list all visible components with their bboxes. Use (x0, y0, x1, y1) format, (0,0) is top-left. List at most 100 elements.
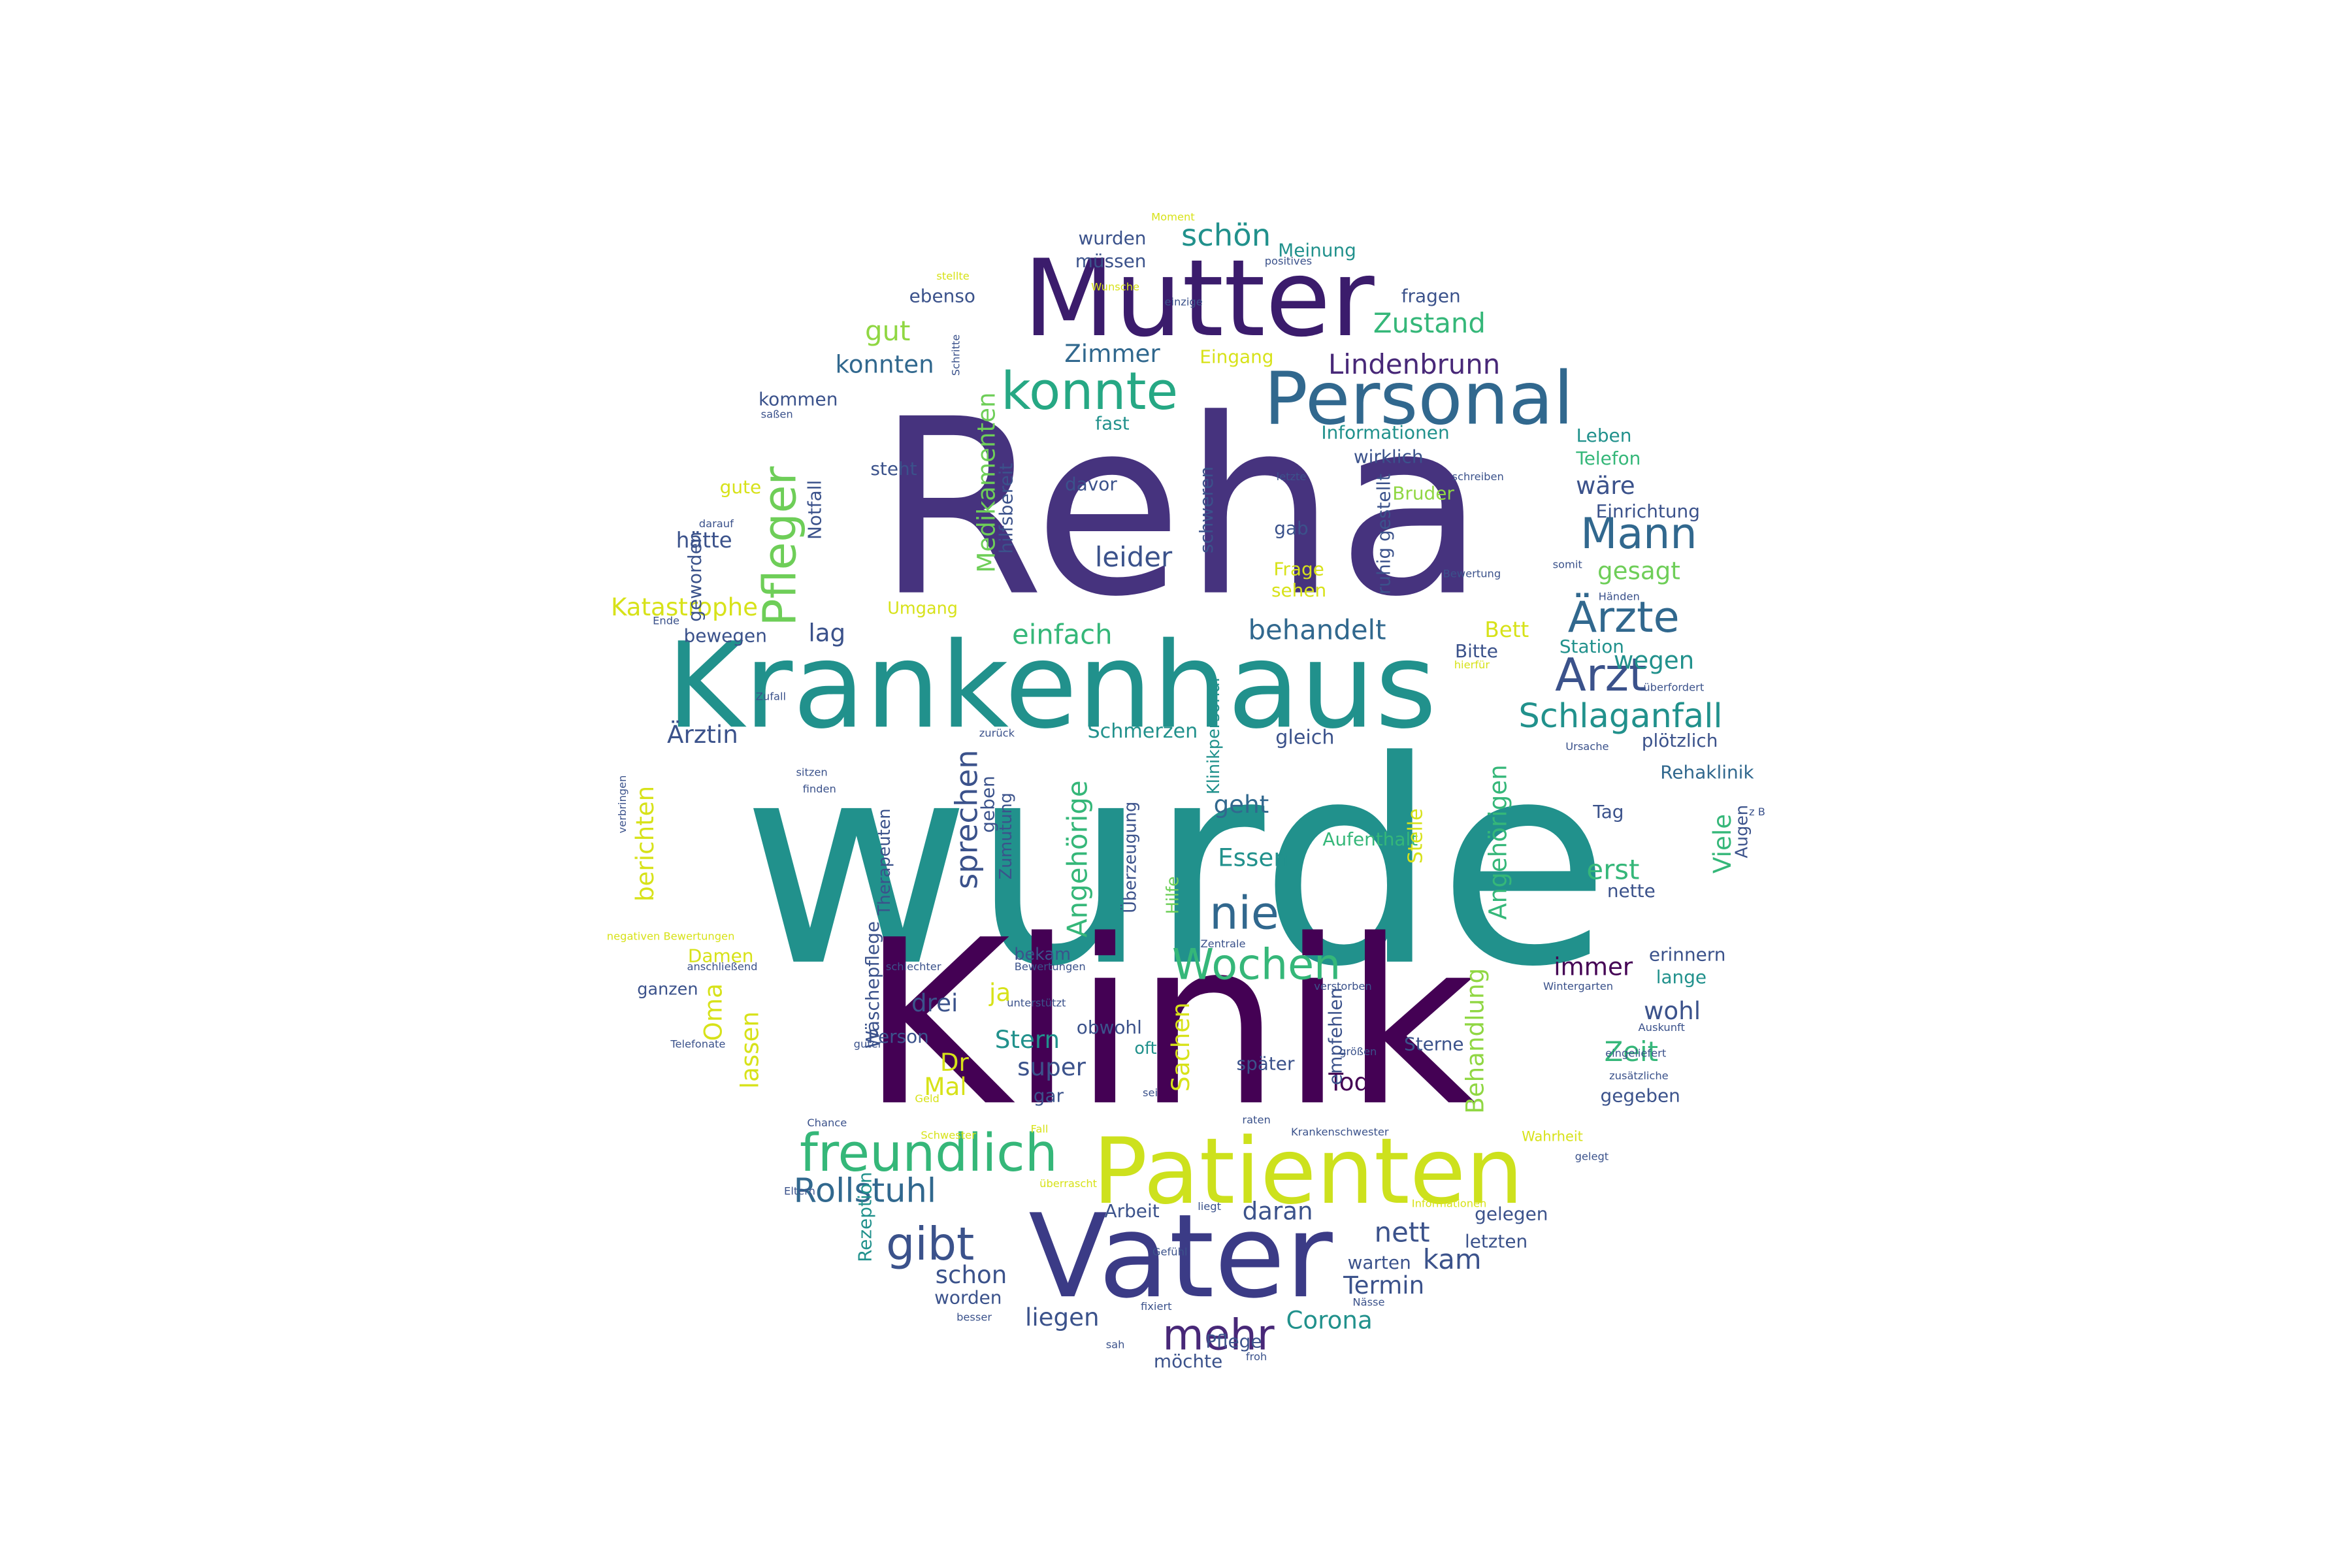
cloud-word-wegen: wegen (1614, 645, 1694, 674)
cloud-word-auskunft: Auskunft (1639, 1021, 1685, 1034)
cloud-word-reha: Reha (875, 367, 1485, 650)
cloud-word-moment: Moment (1151, 211, 1195, 223)
cloud-word-uberrascht: überrascht (1039, 1177, 1097, 1190)
cloud-word-schlaganfall: Schlaganfall (1518, 697, 1722, 736)
cloud-word-besser: besser (956, 1311, 992, 1324)
cloud-word-gab: gab (1274, 517, 1309, 539)
cloud-word-leben: Leben (1576, 425, 1632, 446)
cloud-word-sitzen: sitzen (796, 766, 827, 779)
cloud-word-gute: gute (720, 476, 761, 498)
cloud-word-handen: Händen (1599, 590, 1640, 602)
cloud-word-wurden: wurden (1078, 227, 1146, 249)
cloud-word-nette: nette (1607, 880, 1656, 902)
cloud-word-letzte: letzte (1277, 470, 1307, 483)
cloud-word-erst: erst (1586, 853, 1639, 885)
cloud-word-schreiben: schreiben (1452, 470, 1504, 483)
cloud-word-zentrale: Zentrale (1200, 938, 1245, 950)
cloud-word-raten: raten (1242, 1114, 1270, 1126)
cloud-word-nie: nie (1209, 887, 1279, 940)
cloud-word-gut: gut (865, 315, 910, 347)
cloud-word-bewegen: bewegen (684, 625, 767, 647)
cloud-word-oma: Oma (699, 983, 728, 1041)
cloud-word-negativen-bewertungen: negativen Bewertungen (607, 930, 735, 943)
cloud-word-geworden: geworden (684, 531, 706, 621)
cloud-word-behandelt: behandelt (1248, 613, 1386, 645)
cloud-word-tag: Tag (1592, 801, 1624, 823)
cloud-word-mehr: mehr (1162, 1311, 1275, 1360)
cloud-word-ruhig-gestellt: ruhig gestellt (1373, 474, 1395, 595)
cloud-word-meinung: Meinung (1278, 240, 1356, 261)
cloud-word-arbeit: Arbeit (1105, 1200, 1160, 1222)
cloud-word-uberzeugung: Überzeugung (1120, 802, 1140, 913)
cloud-word-obwohl: obwohl (1077, 1017, 1142, 1038)
cloud-word-z-b: z B (1749, 806, 1765, 818)
cloud-word-konnte: konnte (1001, 361, 1178, 421)
cloud-word-krankenhaus: Krankenhaus (666, 617, 1437, 755)
cloud-word-spater: später (1237, 1053, 1295, 1075)
cloud-word-damen: Damen (688, 945, 754, 967)
cloud-word-gar: gar (1034, 1085, 1064, 1106)
cloud-word-somit: somit (1553, 559, 1582, 571)
cloud-word-sei: sei (1143, 1086, 1158, 1099)
cloud-word-freundlich: freundlich (800, 1123, 1058, 1183)
cloud-word-sprechen: sprechen (949, 749, 985, 889)
cloud-word-zustand: Zustand (1373, 307, 1486, 339)
cloud-word-gleich: gleich (1275, 726, 1334, 749)
cloud-word-bewertungen: Bewertungen (1015, 960, 1086, 973)
cloud-word-zumutung: Zumutung (996, 792, 1016, 879)
cloud-word-wunsche: Wunsche (1091, 281, 1139, 293)
cloud-word-einfach: einfach (1012, 618, 1113, 650)
cloud-word-einzige: einzige (1164, 296, 1202, 308)
cloud-word-wintergarten: Wintergarten (1543, 980, 1613, 992)
cloud-word-verstorben: verstorben (1314, 980, 1372, 992)
cloud-word-viele: Viele (1708, 814, 1737, 874)
cloud-word-immer: immer (1554, 953, 1633, 981)
cloud-word-rollstuhl: Rollstuhl (794, 1172, 936, 1211)
cloud-word-schweren: schweren (1196, 466, 1217, 553)
cloud-word-hierfur: hierfür (1454, 659, 1490, 671)
cloud-word-fragen: fragen (1401, 285, 1461, 306)
cloud-word-termin: Termin (1343, 1271, 1424, 1299)
cloud-word-vater: Vater (1028, 1189, 1333, 1324)
cloud-word-gro-en: größen (1339, 1045, 1377, 1058)
cloud-word-ursache: Ursache (1565, 740, 1609, 753)
cloud-word-mann: Mann (1580, 510, 1697, 559)
cloud-word-klinik: Klinik (861, 892, 1476, 1156)
cloud-word-empfehlen: empfehlen (1324, 988, 1346, 1085)
cloud-word-drei: drei (911, 988, 958, 1017)
cloud-word-umgang: Umgang (887, 598, 958, 618)
cloud-word-chance: Chance (807, 1117, 847, 1129)
cloud-word-geld: Geld (915, 1092, 939, 1105)
cloud-word-tod: Tod (1328, 1068, 1369, 1096)
cloud-word-erinnern: erinnern (1649, 943, 1726, 965)
cloud-word-kam: kam (1423, 1243, 1482, 1275)
cloud-word-frage: Frage (1273, 559, 1324, 580)
cloud-word-pflege: Pflege (1205, 1331, 1262, 1352)
cloud-word-schon: schon (936, 1260, 1007, 1289)
cloud-word-pfleger: Pfleger (753, 466, 806, 626)
cloud-word-gelegen: gelegen (1475, 1203, 1548, 1225)
cloud-word-eingeliefert: eingeliefert (1605, 1047, 1666, 1059)
cloud-word-zimmer: Zimmer (1064, 339, 1160, 368)
cloud-word-positives: positives (1265, 255, 1312, 267)
cloud-word-berichten: berichten (630, 786, 659, 902)
cloud-word-geben: geben (977, 776, 999, 832)
cloud-word-aufenthalt: Aufenthalt (1322, 828, 1418, 850)
cloud-word-liegen: liegen (1025, 1303, 1100, 1331)
cloud-word-davor: davor (1065, 473, 1117, 495)
cloud-word-bitte: Bitte (1455, 640, 1498, 662)
cloud-word-fall: Fall (1031, 1123, 1049, 1135)
cloud-word-telefon: Telefon (1575, 448, 1641, 469)
cloud-word-personal: Personal (1264, 357, 1574, 441)
cloud-word-therapeuten: Therapeuten (875, 808, 894, 915)
cloud-word-geht: geht (1214, 790, 1269, 819)
cloud-word-bewertung: Bewertung (1443, 567, 1501, 580)
cloud-word-verbringen: verbringen (616, 776, 629, 834)
cloud-word-liegt: liegt (1198, 1200, 1221, 1213)
cloud-word-einrichtung: Einrichtung (1596, 500, 1700, 522)
cloud-word-klinikpersonal: Klinikpersonal (1204, 678, 1224, 794)
cloud-word-sehen: sehen (1271, 580, 1326, 601)
cloud-word-schritte: Schritte (950, 335, 962, 376)
cloud-word-ganzen: ganzen (637, 979, 698, 999)
